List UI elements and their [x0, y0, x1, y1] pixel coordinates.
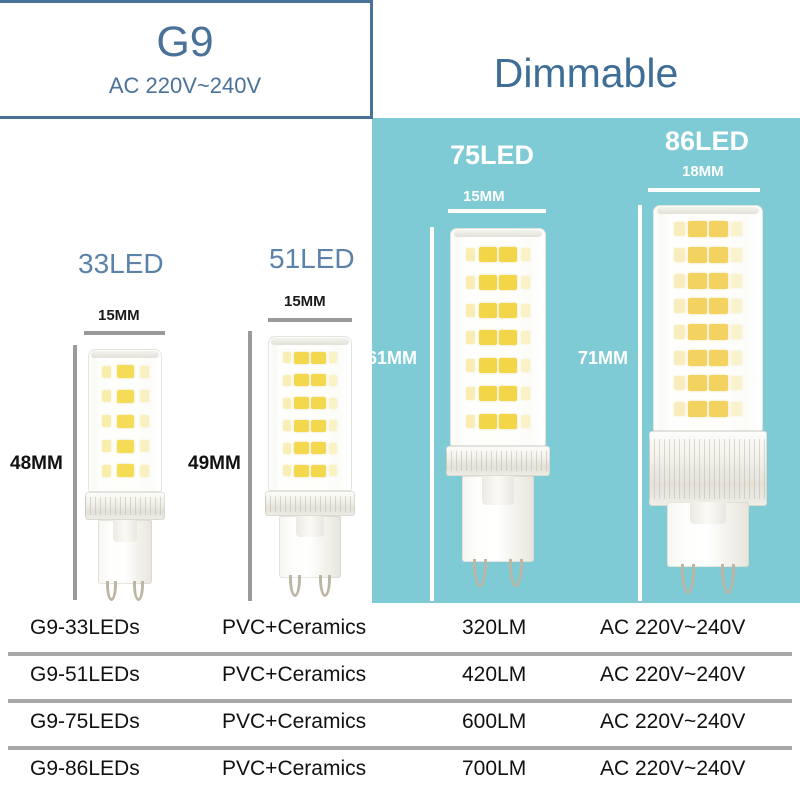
cell-voltage: AC 220V~240V	[600, 757, 746, 780]
bulb-ceramic-base-33led	[97, 520, 153, 584]
spec-table: G9-33LEDs PVC+Ceramics 320LM AC 220V~240…	[0, 605, 800, 800]
cell-model: G9-86LEDs	[30, 757, 140, 780]
bulb-image-33led	[85, 349, 165, 603]
height-rule-51led	[248, 331, 252, 601]
g9-header-box: G9 AC 220V~240V	[0, 0, 373, 119]
cell-voltage: AC 220V~240V	[600, 616, 746, 639]
row-separator	[8, 699, 792, 703]
cell-model: G9-33LEDs	[30, 616, 140, 639]
bulb-pins-75led	[450, 559, 546, 589]
height-rule-33led	[73, 345, 77, 600]
cell-model: G9-75LEDs	[30, 710, 140, 733]
led-chip-grid-51led	[268, 336, 352, 491]
width-label-86led: 18MM	[682, 163, 724, 180]
bulb-ceramic-base-75led	[462, 476, 534, 562]
bulb-topcap-33led	[90, 351, 160, 358]
bulb-capsule-33led	[88, 349, 162, 492]
height-rule-86led	[638, 205, 642, 601]
cell-lumens: 600LM	[462, 710, 527, 733]
led-chip-grid-75led	[450, 228, 546, 446]
cell-lumens: 420LM	[462, 663, 527, 686]
cell-material: PVC+Ceramics	[222, 663, 367, 686]
width-label-75led: 15MM	[463, 188, 505, 205]
cell-lumens: 320LM	[462, 616, 527, 639]
bulb-ceramic-base-86led	[667, 502, 749, 567]
bulb-collar-75led	[446, 446, 550, 476]
bulb-ceramic-base-51led	[278, 516, 342, 578]
bulb-topcap-75led	[453, 230, 543, 237]
table-row: G9-86LEDs PVC+Ceramics 700LM AC 220V~240…	[0, 746, 800, 793]
led-chip-grid-33led	[88, 349, 162, 492]
row-separator	[8, 746, 792, 750]
row-separator	[8, 652, 792, 656]
height-label-51led: 49MM	[188, 453, 241, 474]
product-label-75led: 75LED	[450, 140, 535, 170]
cell-model: G9-51LEDs	[30, 663, 140, 686]
bulb-collar-51led	[264, 491, 356, 516]
height-label-86led: 71MM	[578, 348, 629, 368]
table-row: G9-33LEDs PVC+Ceramics 320LM AC 220V~240…	[0, 605, 800, 652]
bulb-image-51led	[264, 336, 356, 602]
table-row: G9-75LEDs PVC+Ceramics 600LM AC 220V~240…	[0, 699, 800, 746]
bulb-topcap-51led	[271, 338, 349, 345]
bulb-collar-33led	[85, 492, 165, 520]
cell-material: PVC+Ceramics	[222, 616, 367, 639]
width-rule-51led	[268, 318, 352, 322]
height-rule-75led	[430, 227, 434, 601]
cell-material: PVC+Ceramics	[222, 710, 367, 733]
width-rule-86led	[648, 188, 760, 192]
cell-material: PVC+Ceramics	[222, 757, 367, 780]
bulb-pins-33led	[88, 581, 162, 603]
product-label-51led: 51LED	[269, 243, 355, 274]
product-label-33led: 33LED	[78, 248, 164, 279]
width-label-33led: 15MM	[98, 307, 140, 324]
width-rule-33led	[84, 331, 165, 335]
g9-title: G9	[156, 17, 214, 66]
bulb-capsule-86led	[653, 205, 763, 431]
bulb-pins-51led	[268, 575, 352, 599]
width-rule-75led	[448, 209, 546, 213]
bulb-image-86led	[648, 205, 768, 602]
bulb-collar-86led	[648, 431, 768, 506]
g9-voltage-label: AC 220V~240V	[108, 72, 262, 98]
height-label-75led: 61MM	[367, 348, 418, 368]
cell-voltage: AC 220V~240V	[600, 663, 746, 686]
product-label-86led: 86LED	[665, 126, 750, 156]
height-label-33led: 48MM	[10, 453, 63, 474]
bulb-image-75led	[446, 228, 550, 602]
bulb-capsule-75led	[450, 228, 546, 446]
width-label-51led: 15MM	[284, 293, 326, 310]
table-row: G9-51LEDs PVC+Ceramics 420LM AC 220V~240…	[0, 652, 800, 699]
bulb-pins-86led	[653, 564, 763, 596]
dimmable-title: Dimmable	[493, 50, 679, 96]
cell-lumens: 700LM	[462, 757, 527, 780]
cell-voltage: AC 220V~240V	[600, 710, 746, 733]
led-chip-grid-86led	[653, 205, 763, 431]
bulb-topcap-86led	[657, 207, 759, 214]
bulb-capsule-51led	[268, 336, 352, 491]
